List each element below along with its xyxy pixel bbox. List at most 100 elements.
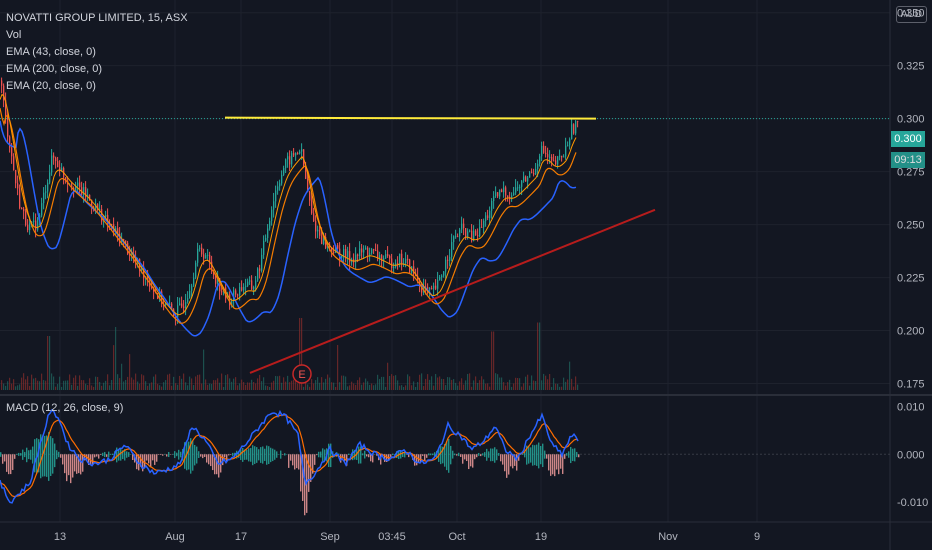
volume-bar	[119, 378, 121, 390]
volume-bar	[297, 383, 299, 390]
volume-bar	[573, 386, 575, 390]
candle-body	[299, 151, 301, 154]
macd-histogram-bar	[446, 441, 448, 471]
macd-histogram-bar	[470, 454, 472, 467]
volume-bar	[419, 374, 421, 390]
candle-body	[177, 305, 179, 318]
candle-body	[121, 238, 123, 244]
volume-bar	[197, 374, 199, 390]
candle-body	[105, 214, 107, 217]
candle-body	[249, 280, 251, 282]
macd-histogram-bar	[172, 454, 174, 455]
macd-histogram-bar	[248, 448, 250, 462]
candle-body	[503, 187, 505, 193]
ema-43-line	[0, 107, 577, 324]
volume-bar	[335, 386, 337, 390]
volume-bar	[173, 376, 175, 390]
volume-bar	[571, 378, 573, 390]
macd-histogram-bar	[488, 451, 490, 458]
ema-20-line	[0, 93, 577, 316]
macd-histogram-bar	[108, 451, 110, 458]
volume-bar	[511, 386, 513, 390]
macd-histogram-bar	[32, 446, 34, 464]
volume-bar	[55, 386, 57, 390]
volume-bar	[87, 385, 89, 390]
time-tick-label: Nov	[658, 531, 678, 543]
macd-histogram-bar	[216, 454, 218, 475]
candle-body	[213, 270, 215, 276]
indicator-ema-43[interactable]: EMA (43, close, 0)	[6, 46, 96, 58]
volume-bar	[243, 382, 245, 390]
volume-bar	[373, 385, 375, 390]
macd-histogram-bar	[264, 448, 266, 461]
volume-bar	[345, 376, 347, 390]
volume-bar	[513, 383, 515, 390]
macd-tick-label: 0.000	[897, 449, 925, 461]
volume-bar	[161, 386, 163, 390]
volume-bar	[179, 375, 181, 390]
macd-legend[interactable]: MACD (12, 26, close, 9)	[6, 402, 124, 414]
volume-bar	[291, 380, 293, 390]
volume-bar	[527, 374, 529, 390]
candle-body	[217, 278, 219, 284]
indicator-vol[interactable]: Vol	[6, 29, 22, 41]
volume-bar	[217, 378, 219, 390]
macd-histogram-bar	[368, 454, 370, 458]
candle-body	[125, 240, 127, 243]
price-tick-label: 0.225	[897, 273, 925, 285]
macd-histogram-bar	[304, 454, 306, 516]
volume-bar	[165, 380, 167, 390]
candle-body	[257, 268, 259, 281]
macd-histogram-bar	[260, 447, 262, 463]
macd-histogram-bar	[476, 454, 478, 458]
candle-body	[345, 248, 347, 258]
volume-bar	[65, 380, 67, 390]
volume-bar	[503, 382, 505, 390]
macd-histogram-bar	[402, 452, 404, 457]
volume-bar	[151, 382, 153, 390]
macd-tick-label: -0.010	[897, 497, 928, 509]
candle-body	[385, 254, 387, 259]
macd-histogram-bar	[212, 454, 214, 471]
macd-histogram-bar	[424, 454, 426, 461]
candle-body	[99, 209, 101, 211]
candle-body	[235, 290, 237, 295]
price-tick-label: 0.325	[897, 61, 925, 73]
candle-body	[359, 248, 361, 256]
candle-body	[357, 254, 359, 256]
macd-histogram-bar	[228, 454, 230, 456]
volume-bar	[63, 380, 65, 390]
volume-bar	[39, 381, 41, 390]
macd-histogram-bar	[82, 454, 84, 472]
candle-body	[321, 235, 323, 244]
macd-histogram-bar	[178, 449, 180, 460]
macd-histogram-bar	[168, 451, 170, 458]
symbol-title[interactable]: NOVATTI GROUP LIMITED, 15, ASX	[6, 12, 188, 24]
candle-body	[497, 192, 499, 197]
macd-histogram-bar	[274, 449, 276, 460]
candle-body	[143, 266, 145, 279]
macd-histogram-bar	[380, 454, 382, 465]
macd-histogram-bar	[502, 454, 504, 465]
candle-body	[383, 258, 385, 262]
macd-histogram-bar	[24, 451, 26, 458]
volume-bar	[263, 377, 265, 390]
macd-histogram-bar	[450, 445, 452, 465]
volume-bar	[185, 382, 187, 390]
volume-bar	[577, 384, 579, 390]
candle-body	[189, 290, 191, 299]
macd-histogram-bar	[564, 454, 566, 459]
macd-histogram-bar	[432, 453, 434, 456]
indicator-ema-20[interactable]: EMA (20, close, 0)	[6, 80, 96, 92]
volume-bar	[307, 384, 309, 390]
indicator-ema-200[interactable]: EMA (200, close, 0)	[6, 63, 102, 75]
currency-button[interactable]: AUD	[895, 6, 927, 23]
candle-body	[331, 247, 333, 252]
macd-histogram-bar	[218, 454, 220, 478]
volume-bar	[201, 383, 203, 390]
candle-body	[1, 80, 3, 86]
candle-body	[135, 258, 137, 263]
volume-bar	[325, 378, 327, 390]
volume-bar	[213, 380, 215, 390]
